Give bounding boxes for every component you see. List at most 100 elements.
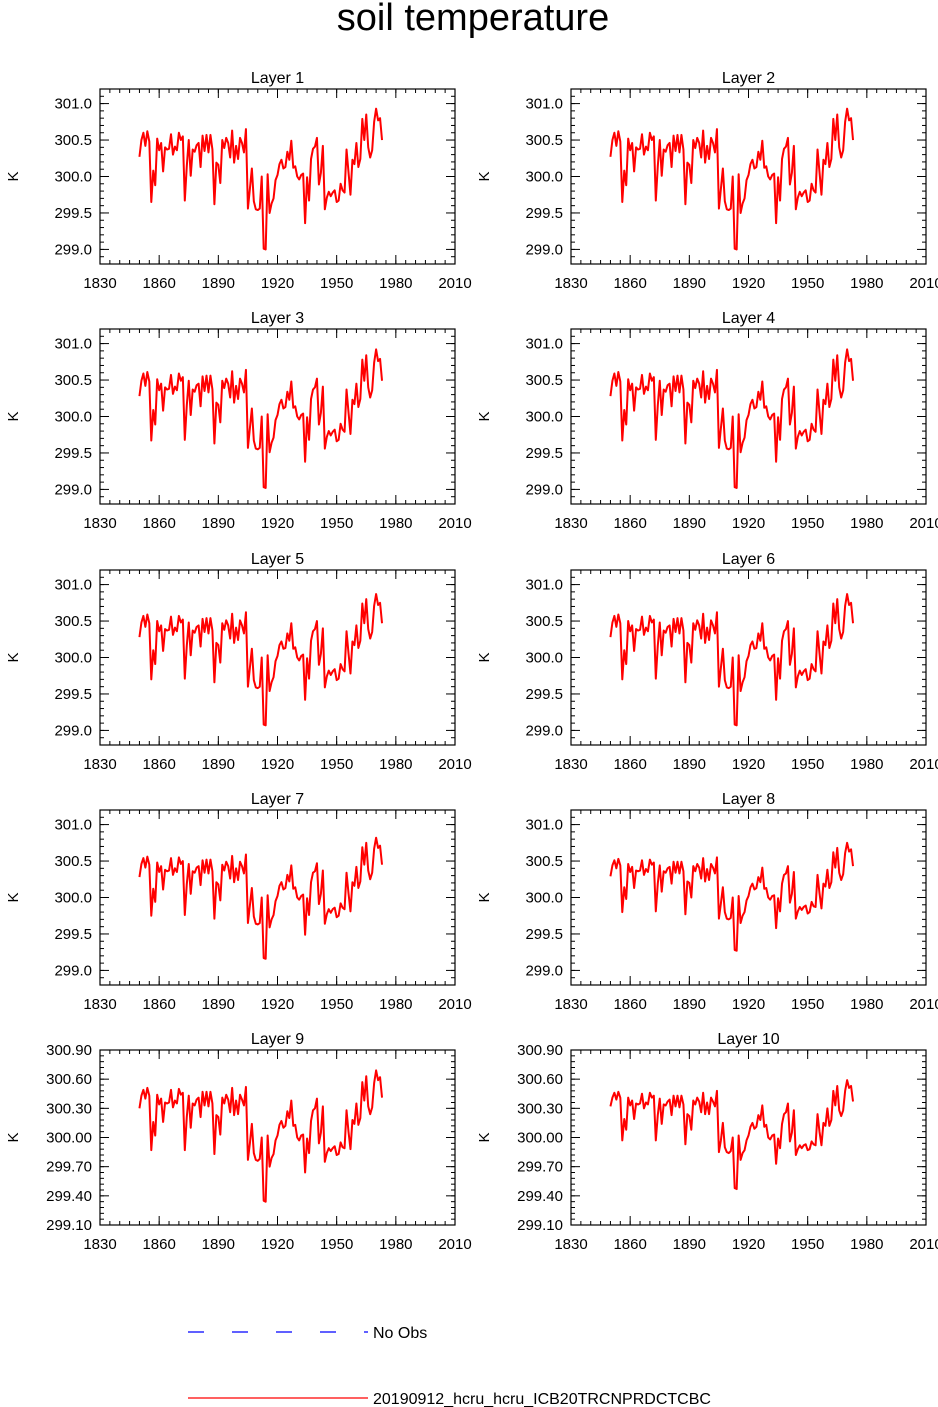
y-tick-label: 299.10 xyxy=(517,1217,563,1234)
y-axis-label: K xyxy=(5,411,22,421)
y-tick-label: 300.5 xyxy=(54,372,92,389)
x-tick-label: 1830 xyxy=(83,996,116,1013)
y-tick-label: 300.30 xyxy=(517,1100,563,1117)
y-tick-label: 301.0 xyxy=(54,817,92,834)
x-tick-label: 1980 xyxy=(379,275,412,292)
x-tick-label: 1830 xyxy=(83,1236,116,1253)
y-tick-label: 300.5 xyxy=(525,853,563,870)
series-line xyxy=(609,1079,855,1191)
panel-title: Layer 4 xyxy=(722,310,775,327)
y-tick-label: 299.40 xyxy=(46,1188,92,1205)
series-line xyxy=(609,593,855,727)
y-axis-label: K xyxy=(476,171,493,181)
x-tick-label: 1890 xyxy=(202,275,235,292)
x-tick-label: 1980 xyxy=(379,756,412,773)
x-tick-label: 1920 xyxy=(261,756,294,773)
y-tick-label: 300.0 xyxy=(54,169,92,186)
y-tick-label: 299.0 xyxy=(54,241,92,258)
y-axis-label: K xyxy=(5,652,22,662)
x-tick-label: 1860 xyxy=(613,996,646,1013)
y-tick-label: 299.0 xyxy=(525,722,563,739)
plot-frame xyxy=(99,88,456,265)
x-tick-label: 1830 xyxy=(83,756,116,773)
y-tick-label: 301.0 xyxy=(525,96,563,113)
y-tick-label: 300.30 xyxy=(46,1100,92,1117)
y-tick-label: 300.60 xyxy=(517,1071,563,1088)
series-line xyxy=(609,348,855,489)
plot-frame xyxy=(570,328,927,505)
series-line xyxy=(138,107,384,251)
y-tick-label: 299.10 xyxy=(46,1217,92,1234)
x-tick-label: 1950 xyxy=(791,1236,824,1253)
y-tick-label: 300.0 xyxy=(525,890,563,907)
x-tick-label: 1830 xyxy=(554,756,587,773)
panel-layer-6: Layer 6 K 1830 1860 1890 1920 1950 1980 2010 299.… xyxy=(476,551,938,773)
plot-frame xyxy=(570,569,927,746)
y-tick-label: 300.5 xyxy=(525,132,563,149)
x-tick-label: 1860 xyxy=(142,275,175,292)
panel-title: Layer 3 xyxy=(251,310,304,327)
y-tick-label: 299.5 xyxy=(54,205,92,222)
x-tick-label: 2010 xyxy=(909,756,938,773)
x-tick-label: 1950 xyxy=(320,275,353,292)
panel-title: Layer 1 xyxy=(251,70,304,87)
series-line xyxy=(138,1069,384,1203)
y-tick-label: 299.5 xyxy=(525,205,563,222)
x-tick-label: 1980 xyxy=(850,515,883,532)
panel-title: Layer 9 xyxy=(251,1031,304,1048)
y-tick-label: 299.5 xyxy=(54,686,92,703)
x-tick-label: 1890 xyxy=(202,515,235,532)
panel-layer-9: Layer 9 K 1830 1860 1890 1920 1950 1980 2010 299.… xyxy=(5,1031,472,1253)
x-tick-label: 1860 xyxy=(613,756,646,773)
plot-frame xyxy=(99,569,456,746)
panel-title: Layer 5 xyxy=(251,551,304,568)
y-tick-label: 300.90 xyxy=(517,1042,563,1059)
y-tick-label: 300.5 xyxy=(54,132,92,149)
x-tick-label: 1890 xyxy=(673,275,706,292)
y-tick-label: 300.60 xyxy=(46,1071,92,1088)
x-tick-label: 1950 xyxy=(320,996,353,1013)
x-tick-label: 2010 xyxy=(909,275,938,292)
x-tick-label: 1860 xyxy=(613,275,646,292)
y-axis-label: K xyxy=(5,1132,22,1142)
x-tick-label: 1890 xyxy=(202,1236,235,1253)
panel-layer-2: Layer 2 K 1830 1860 1890 1920 1950 1980 2010 299.… xyxy=(476,70,938,292)
y-tick-label: 300.00 xyxy=(46,1130,92,1147)
y-tick-label: 300.5 xyxy=(525,372,563,389)
x-tick-label: 1830 xyxy=(83,275,116,292)
panels-container: Layer 1 K 1830 1860 1890 1920 1950 1980 2010 299.… xyxy=(5,70,938,1253)
x-tick-label: 1950 xyxy=(320,515,353,532)
y-tick-label: 301.0 xyxy=(54,577,92,594)
series-line xyxy=(609,107,855,251)
x-tick-label: 1950 xyxy=(791,275,824,292)
panel-title: Layer 7 xyxy=(251,791,304,808)
y-tick-label: 300.00 xyxy=(517,1130,563,1147)
y-tick-label: 300.0 xyxy=(525,650,563,667)
y-axis-label: K xyxy=(476,892,493,902)
panel-layer-3: Layer 3 K 1830 1860 1890 1920 1950 1980 2010 299.… xyxy=(5,310,472,532)
y-tick-label: 301.0 xyxy=(525,336,563,353)
x-tick-label: 2010 xyxy=(909,515,938,532)
y-axis-label: K xyxy=(5,171,22,181)
y-tick-label: 299.5 xyxy=(525,445,563,462)
x-tick-label: 1920 xyxy=(732,515,765,532)
x-tick-label: 1890 xyxy=(673,996,706,1013)
x-tick-label: 1980 xyxy=(379,1236,412,1253)
x-tick-label: 1950 xyxy=(791,515,824,532)
x-tick-label: 1920 xyxy=(732,756,765,773)
x-tick-label: 1980 xyxy=(379,996,412,1013)
y-axis-label: K xyxy=(476,1132,493,1142)
panel-title: Layer 8 xyxy=(722,791,775,808)
y-tick-label: 300.90 xyxy=(46,1042,92,1059)
y-tick-label: 299.0 xyxy=(525,481,563,498)
x-tick-label: 1980 xyxy=(850,1236,883,1253)
series-line xyxy=(138,348,384,489)
x-tick-label: 1830 xyxy=(554,515,587,532)
plot-frame xyxy=(570,1049,927,1226)
y-tick-label: 299.0 xyxy=(54,481,92,498)
x-tick-label: 2010 xyxy=(909,996,938,1013)
x-tick-label: 1860 xyxy=(142,756,175,773)
series-line xyxy=(138,593,384,727)
x-tick-label: 1920 xyxy=(261,515,294,532)
plot-frame xyxy=(99,328,456,505)
